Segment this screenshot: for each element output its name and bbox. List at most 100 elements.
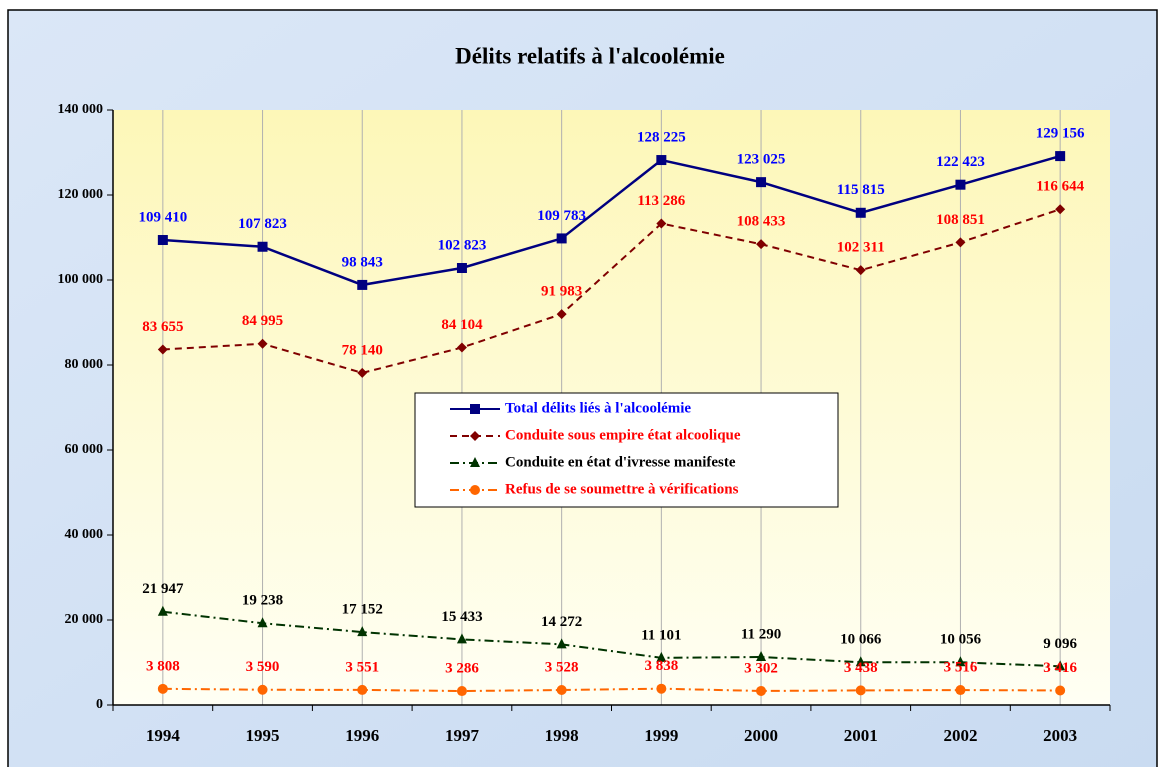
data-label: 3 551 xyxy=(345,659,379,675)
data-label: 102 823 xyxy=(438,237,487,253)
marker xyxy=(556,233,567,244)
marker xyxy=(470,431,480,441)
marker xyxy=(357,367,368,378)
marker xyxy=(470,457,480,467)
data-label: 3 416 xyxy=(1043,660,1077,676)
legend-box xyxy=(414,392,839,508)
legend-label: Refus de se soumettre à vérifications xyxy=(505,481,739,497)
x-tick-label: 2000 xyxy=(744,726,778,745)
marker xyxy=(456,342,467,353)
marker xyxy=(556,685,567,696)
marker xyxy=(1055,204,1066,215)
data-label: 122 423 xyxy=(936,154,985,170)
y-tick-label: 40 000 xyxy=(65,527,104,542)
data-label: 10 056 xyxy=(940,632,982,648)
x-tick-label: 2002 xyxy=(943,726,977,745)
x-tick-label: 1996 xyxy=(345,726,379,745)
marker xyxy=(656,683,667,694)
data-label: 113 286 xyxy=(637,193,685,209)
marker xyxy=(1055,685,1066,696)
marker xyxy=(157,605,168,616)
marker xyxy=(157,683,168,694)
marker xyxy=(157,235,168,246)
marker xyxy=(257,241,268,252)
data-label: 3 286 xyxy=(445,660,479,676)
marker xyxy=(257,617,268,628)
data-label: 3 516 xyxy=(944,659,978,675)
data-label: 115 815 xyxy=(837,182,885,198)
data-label: 3 438 xyxy=(844,660,878,676)
x-tick-label: 2001 xyxy=(844,726,878,745)
marker xyxy=(357,279,368,290)
marker xyxy=(556,309,567,320)
data-label: 3 838 xyxy=(644,658,678,674)
marker xyxy=(656,218,667,229)
y-tick-label: 100 000 xyxy=(58,272,104,287)
data-label: 15 433 xyxy=(441,609,482,625)
marker xyxy=(756,239,767,250)
legend-label: Conduite sous empire état alcoolique xyxy=(505,427,741,443)
marker xyxy=(556,638,567,649)
marker xyxy=(955,237,966,248)
data-label: 3 590 xyxy=(246,659,280,675)
data-label: 91 983 xyxy=(541,284,582,300)
data-label: 102 311 xyxy=(837,240,885,256)
data-label: 3 302 xyxy=(744,660,778,676)
data-label: 3 528 xyxy=(545,659,579,675)
marker xyxy=(656,155,667,166)
marker xyxy=(756,685,767,696)
y-tick-label: 60 000 xyxy=(65,442,104,457)
marker xyxy=(855,685,866,696)
series-line xyxy=(162,610,1061,668)
marker xyxy=(456,633,467,644)
x-tick-label: 1995 xyxy=(246,726,280,745)
data-label: 107 823 xyxy=(238,216,287,232)
data-label: 116 644 xyxy=(1036,179,1084,195)
data-label: 83 655 xyxy=(142,319,183,335)
series-line xyxy=(162,154,1061,287)
marker xyxy=(257,684,268,695)
data-label: 84 104 xyxy=(441,317,483,333)
marker xyxy=(955,685,966,696)
data-label: 98 843 xyxy=(342,254,383,270)
y-tick-label: 120 000 xyxy=(58,187,104,202)
data-label: 129 156 xyxy=(1036,126,1085,142)
data-label: 17 152 xyxy=(342,602,383,618)
data-label: 128 225 xyxy=(637,129,686,145)
data-label: 109 783 xyxy=(537,208,586,224)
data-label: 108 433 xyxy=(737,214,786,230)
x-tick-label: 1997 xyxy=(445,726,480,745)
data-label: 10 066 xyxy=(840,632,882,648)
data-label: 109 410 xyxy=(138,209,187,225)
y-tick-label: 20 000 xyxy=(65,612,104,627)
data-label: 3 808 xyxy=(146,658,180,674)
marker xyxy=(1055,151,1066,162)
chart-title: Délits relatifs à l'alcoolémie xyxy=(455,43,725,68)
marker xyxy=(955,656,966,667)
marker xyxy=(656,651,667,662)
x-tick-label: 2003 xyxy=(1043,726,1077,745)
marker xyxy=(756,177,767,188)
data-label: 84 995 xyxy=(242,313,283,329)
data-label: 11 101 xyxy=(641,627,681,643)
data-label: 9 096 xyxy=(1043,636,1077,652)
data-label: 21 947 xyxy=(142,581,184,597)
marker xyxy=(855,656,866,667)
marker xyxy=(955,179,966,190)
marker xyxy=(855,207,866,218)
marker xyxy=(257,338,268,349)
marker xyxy=(855,265,866,276)
x-tick-label: 1994 xyxy=(146,726,181,745)
data-label: 14 272 xyxy=(541,614,582,630)
data-label: 78 140 xyxy=(342,342,383,358)
marker xyxy=(157,344,168,355)
marker xyxy=(756,651,767,662)
data-label: 108 851 xyxy=(936,212,985,228)
marker xyxy=(470,404,480,414)
x-tick-label: 1999 xyxy=(644,726,678,745)
series-line xyxy=(162,687,1061,693)
y-tick-label: 80 000 xyxy=(65,357,104,372)
y-tick-label: 140 000 xyxy=(58,102,104,117)
data-label: 19 238 xyxy=(242,593,283,609)
